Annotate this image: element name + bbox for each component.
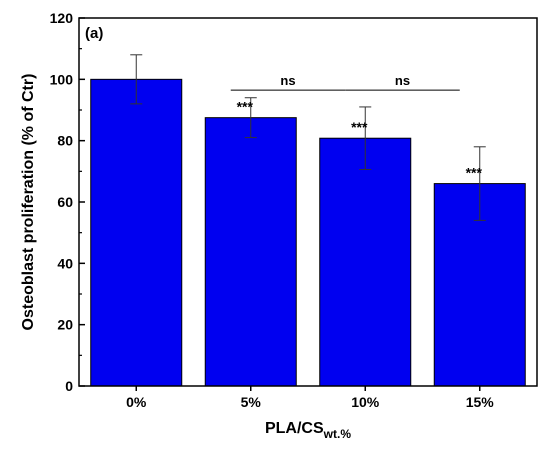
- x-axis-title-subscript: wt.%: [323, 427, 352, 441]
- y-tick-label: 60: [57, 194, 73, 210]
- significance-labels: *** *** ***: [237, 99, 483, 181]
- bar: [204, 117, 297, 387]
- x-axis-ticks: 0% 5% 10% 15%: [126, 386, 494, 410]
- x-axis-title: PLA/CSwt.%: [265, 420, 351, 441]
- x-axis-title-main: PLA/CS: [265, 420, 324, 437]
- comparison-label: ns: [280, 73, 295, 88]
- plot-frame: [78, 17, 538, 387]
- panel-label: (a): [85, 25, 103, 42]
- x-tick-label: 10%: [351, 394, 380, 410]
- y-tick-label: 0: [65, 378, 73, 394]
- x-tick-label: 15%: [466, 394, 495, 410]
- y-tick-label: 120: [50, 10, 74, 26]
- bar: [90, 78, 183, 387]
- y-tick-label: 80: [57, 133, 73, 149]
- y-tick-label: 40: [57, 255, 73, 271]
- bar: [319, 137, 412, 387]
- significance-label: ***: [351, 119, 368, 135]
- comparison-brackets: ns ns: [230, 73, 460, 91]
- x-tick-label: 0%: [126, 394, 147, 410]
- significance-label: ***: [466, 165, 483, 181]
- comparison-label: ns: [395, 73, 410, 88]
- error-bars: [130, 54, 486, 221]
- significance-label: ***: [237, 99, 254, 115]
- bars: [90, 78, 526, 387]
- x-tick-label: 5%: [241, 394, 262, 410]
- y-axis-title: Osteoblast proliferation (% of Ctr): [20, 74, 37, 331]
- y-axis-ticks: 0 20 40 60 80 100 120: [50, 10, 85, 394]
- y-tick-label: 100: [50, 71, 74, 87]
- y-tick-label: 20: [57, 317, 73, 333]
